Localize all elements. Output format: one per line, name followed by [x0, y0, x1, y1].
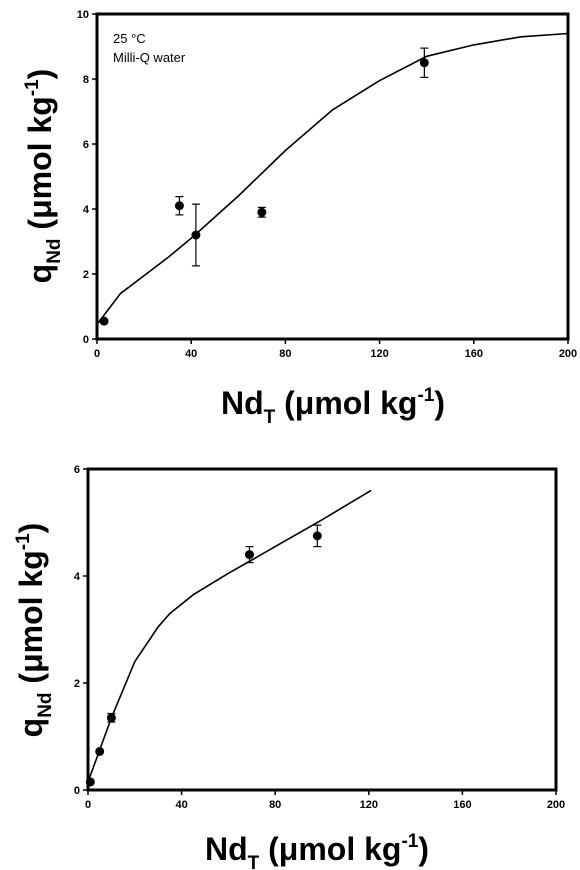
y-tick-label: 6 — [83, 139, 89, 151]
x-tick-label: 80 — [269, 799, 281, 811]
x-tick-label: 200 — [559, 348, 577, 360]
x-axis-label-units: (μmol kg — [259, 831, 401, 867]
mark-group — [96, 32, 569, 326]
data-point — [85, 777, 95, 787]
model-curve — [87, 489, 372, 783]
y-axis-label-sup: -1 — [22, 79, 43, 96]
y-axis-label-sup: -1 — [13, 533, 34, 550]
y-axis-label-units: (μmol kg — [13, 550, 49, 692]
y-axis-label-units: (μmol kg — [22, 96, 58, 238]
plot-frame — [86, 467, 558, 792]
x-tick-label: 120 — [370, 348, 388, 360]
tick-group: 0 40 80 120 160 200 0 2 4 6 — [74, 464, 565, 811]
y-tick-label: 4 — [83, 204, 90, 216]
y-tick-label: 8 — [83, 74, 89, 86]
y-axis-label-sub: Nd — [35, 692, 56, 717]
plot-frame — [95, 12, 570, 341]
y-axis-label-close: ) — [13, 523, 49, 534]
x-tick-label: 120 — [360, 799, 378, 811]
x-axis-label-sup: -1 — [401, 831, 418, 852]
y-tick-label: 0 — [83, 334, 89, 346]
x-tick-label: 40 — [175, 799, 187, 811]
x-axis-label-sub: T — [264, 407, 276, 428]
x-axis-label-units: (μmol kg — [275, 385, 417, 421]
annotation-medium: Milli-Q water — [113, 50, 186, 65]
y-axis-label-close: ) — [22, 69, 58, 80]
x-tick-label: 160 — [453, 799, 471, 811]
y-tick-label: 10 — [77, 9, 89, 21]
data-point — [244, 550, 254, 560]
x-axis-label-sup: -1 — [417, 385, 434, 406]
data-point — [174, 201, 184, 211]
y-axis-label: qNd (μmol kg-1) — [22, 69, 65, 284]
y-axis-label-main: q — [22, 264, 58, 284]
y-axis-label-sub: Nd — [44, 238, 65, 263]
x-axis-label-sub: T — [248, 853, 260, 870]
y-tick-label: 4 — [74, 571, 81, 583]
y-tick-label: 0 — [74, 785, 80, 797]
x-tick-label: 0 — [85, 799, 91, 811]
x-tick-label: 40 — [185, 348, 197, 360]
x-axis-label: NdT (μmol kg-1) — [221, 385, 445, 428]
annotation-temperature: 25 °C — [113, 31, 146, 46]
x-axis-label-close: ) — [418, 831, 429, 867]
data-point — [312, 531, 322, 541]
tick-group: 0 40 80 120 160 200 0 2 4 6 8 10 — [77, 9, 577, 360]
y-axis-label: qNd (μmol kg-1) — [13, 523, 56, 738]
x-axis-label: NdT (μmol kg-1) — [205, 831, 429, 870]
x-axis-label-close: ) — [434, 385, 445, 421]
y-tick-label: 2 — [74, 678, 80, 690]
y-tick-label: 6 — [74, 464, 80, 476]
x-tick-label: 160 — [465, 348, 483, 360]
x-tick-label: 80 — [279, 348, 291, 360]
x-axis-label-main: Nd — [221, 385, 264, 421]
x-axis-label-main: Nd — [205, 831, 248, 867]
x-tick-label: 200 — [547, 799, 565, 811]
mark-group — [85, 489, 372, 787]
y-axis-label-main: q — [13, 718, 49, 738]
x-tick-label: 0 — [94, 348, 100, 360]
data-point — [257, 207, 267, 217]
data-point — [419, 58, 429, 68]
top-plot: 0 40 80 120 160 200 0 2 4 6 8 10 25 °C Milli-Q wate… — [22, 9, 577, 428]
model-curve — [96, 32, 569, 325]
y-tick-label: 2 — [83, 269, 89, 281]
